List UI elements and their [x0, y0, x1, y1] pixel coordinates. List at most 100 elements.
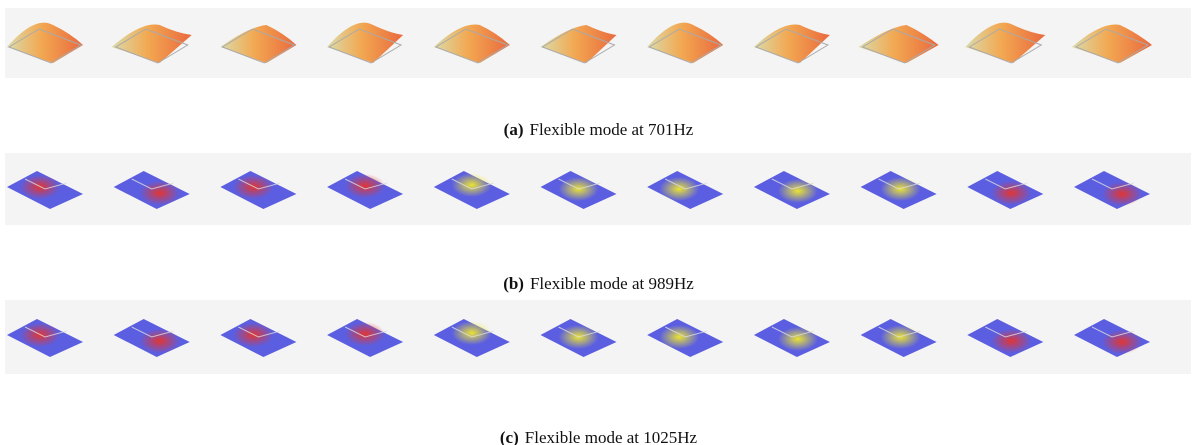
- mode-shape-thumbnail: [7, 171, 83, 209]
- mode-highlight: [777, 179, 818, 203]
- mode-shape-thumbnail: [860, 171, 937, 209]
- mode-highlight: [451, 173, 492, 197]
- mode-shape-thumbnail: [111, 24, 192, 64]
- mode-shape-thumbnail: [540, 171, 617, 209]
- wireframe: [131, 326, 174, 338]
- mode-highlight: [345, 322, 386, 346]
- mode-highlight: [777, 327, 818, 351]
- mode-shape-thumbnail: [647, 319, 724, 357]
- wireframe: [451, 178, 494, 190]
- mode-highlight: [451, 321, 492, 345]
- wireframe: [558, 326, 601, 338]
- wireframe: [1091, 326, 1135, 338]
- wireframe: [24, 178, 68, 190]
- mode-highlight: [345, 174, 386, 198]
- wireframe: [664, 326, 708, 338]
- wireframe: [114, 28, 189, 64]
- wireframe: [664, 178, 708, 190]
- wireframe: [541, 28, 616, 64]
- subcaption-text: Flexible mode at 989Hz: [529, 274, 694, 293]
- wireframe: [878, 326, 921, 338]
- mode-shape-thumbnail: [327, 319, 404, 357]
- wireframe: [985, 178, 1028, 190]
- mode-shape-thumbnail: [965, 22, 1046, 64]
- wireframe: [238, 178, 281, 190]
- wireframe: [1091, 178, 1135, 190]
- mode-highlight: [880, 325, 921, 349]
- mode-shape-thumbnail: [1074, 171, 1150, 209]
- mode-shape-thumbnail: [113, 319, 190, 357]
- wireframe: [344, 326, 388, 338]
- mode-highlight: [659, 177, 700, 201]
- deformed-surface: [111, 24, 192, 63]
- deformed-surface: [327, 22, 404, 63]
- mode-shape-thumbnail: [220, 171, 297, 209]
- mode-shape-thumbnail: [7, 22, 83, 64]
- mode-shape-thumbnail: [433, 171, 510, 209]
- mode-strip: [5, 8, 1191, 78]
- mode-highlight: [1102, 330, 1142, 354]
- mode-shape-thumbnail: [220, 319, 297, 357]
- mode-shape-thumbnail: [327, 22, 404, 64]
- wireframe: [238, 326, 281, 338]
- mode-shape-thumbnail: [858, 25, 939, 64]
- wireframe: [327, 28, 403, 64]
- mode-highlight: [139, 329, 180, 353]
- deformed-surface: [433, 24, 510, 63]
- subcaption-text: Flexible mode at 701Hz: [529, 120, 694, 139]
- subcaption: (c) Flexible mode at 1025Hz: [0, 428, 1197, 445]
- subcaption: (b) Flexible mode at 989Hz: [0, 274, 1197, 294]
- wireframe: [648, 28, 723, 64]
- deformed-surface: [753, 24, 830, 63]
- wireframe: [771, 326, 815, 338]
- wireframe: [754, 28, 830, 64]
- wireframe: [771, 178, 815, 190]
- wireframe: [451, 326, 494, 338]
- mode-shape-thumbnail: [1072, 24, 1152, 64]
- deformed-surface: [1072, 24, 1152, 63]
- mode-highlight: [1102, 182, 1142, 206]
- wireframe: [24, 326, 68, 338]
- deformed-surface: [220, 25, 297, 63]
- mode-shape-thumbnail: [220, 25, 297, 64]
- mode-shape-thumbnail: [967, 171, 1044, 209]
- deformed-surface: [540, 25, 617, 63]
- mode-shape-thumbnail: [113, 171, 190, 209]
- mode-shape-thumbnail: [967, 319, 1044, 357]
- mode-shape-thumbnail: [753, 319, 830, 357]
- subcaption-label: (a): [503, 120, 524, 139]
- mode-highlight: [139, 181, 180, 205]
- mode-shape-thumbnail: [1074, 319, 1150, 357]
- mode-strip: [5, 300, 1191, 374]
- mode-shape-thumbnail: [860, 319, 937, 357]
- mode-shape-thumbnail: [753, 24, 830, 64]
- wireframe: [558, 178, 601, 190]
- deformed-surface: [965, 22, 1046, 63]
- deformed-surface: [7, 22, 83, 63]
- mode-shape-thumbnail: [540, 25, 617, 64]
- subcaption: (a) Flexible mode at 701Hz: [0, 120, 1197, 140]
- subcaption-label: (c): [499, 428, 519, 445]
- deformed-surface: [647, 22, 724, 63]
- mode-strip: [5, 153, 1191, 225]
- mode-shape-thumbnail: [540, 319, 617, 357]
- subcaption-label: (b): [503, 274, 524, 293]
- mode-shape-thumbnail: [327, 171, 404, 209]
- wireframe: [878, 178, 921, 190]
- mode-shape-thumbnail: [647, 22, 724, 64]
- wireframe: [434, 28, 509, 64]
- mode-highlight: [880, 177, 921, 201]
- wireframe: [968, 28, 1043, 64]
- mode-shape-thumbnail: [7, 319, 83, 357]
- mode-shape-thumbnail: [433, 24, 510, 64]
- mode-shape-thumbnail: [753, 171, 830, 209]
- wireframe: [221, 28, 296, 64]
- wireframe: [344, 178, 388, 190]
- wireframe: [985, 326, 1028, 338]
- mode-highlight: [659, 325, 700, 349]
- wireframe: [131, 178, 174, 190]
- wireframe: [1074, 28, 1150, 64]
- subcaption-text: Flexible mode at 1025Hz: [524, 428, 698, 445]
- mode-shape-thumbnail: [433, 319, 510, 357]
